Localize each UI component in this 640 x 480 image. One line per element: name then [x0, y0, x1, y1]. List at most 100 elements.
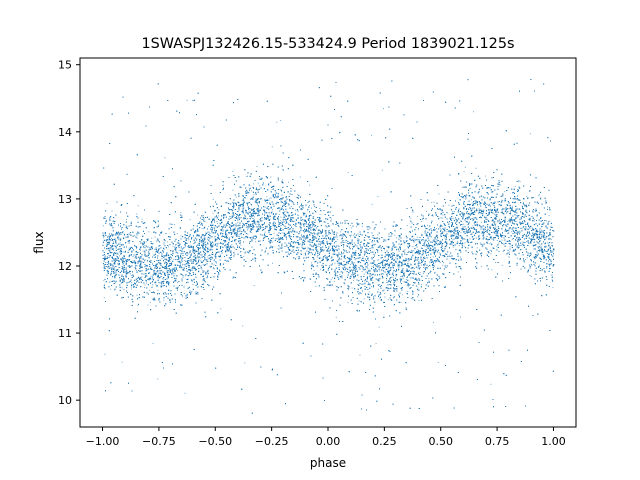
data-point	[289, 242, 291, 244]
data-point	[119, 247, 121, 249]
data-point	[449, 254, 451, 256]
data-point	[280, 119, 282, 121]
data-point	[106, 243, 108, 245]
data-point	[257, 182, 259, 184]
data-point	[540, 197, 542, 199]
data-point	[435, 213, 437, 215]
data-point	[382, 281, 384, 283]
data-point	[517, 236, 519, 238]
data-point	[420, 247, 422, 249]
data-point	[267, 206, 268, 208]
data-point	[398, 238, 399, 240]
data-point	[524, 259, 526, 260]
data-point	[121, 361, 123, 363]
data-point	[507, 232, 508, 234]
data-point	[144, 245, 146, 247]
data-point	[283, 217, 285, 219]
data-point	[406, 279, 407, 280]
data-point	[335, 316, 337, 318]
data-point	[139, 249, 140, 250]
data-point	[478, 208, 480, 210]
data-point	[344, 283, 346, 285]
data-point	[253, 285, 255, 286]
data-point	[253, 216, 255, 218]
data-point	[402, 270, 404, 272]
data-point	[481, 212, 483, 214]
data-point	[397, 269, 399, 271]
data-point	[395, 275, 397, 277]
data-point	[200, 260, 202, 262]
data-point	[154, 236, 156, 238]
data-point	[524, 245, 526, 247]
data-point	[216, 221, 218, 222]
data-point	[226, 201, 228, 203]
data-point	[180, 235, 182, 237]
data-point	[353, 247, 355, 249]
data-point	[318, 238, 320, 240]
data-point	[310, 266, 312, 268]
data-point	[315, 248, 317, 249]
data-point	[488, 212, 490, 214]
data-point	[144, 260, 145, 262]
data-point	[207, 238, 208, 240]
data-point	[505, 207, 507, 209]
data-point	[433, 247, 435, 249]
data-point	[414, 278, 415, 280]
data-point	[157, 378, 159, 380]
data-point	[360, 262, 361, 264]
data-point	[377, 196, 379, 197]
data-point	[402, 277, 404, 279]
data-point	[441, 231, 443, 233]
data-point	[184, 243, 186, 245]
data-point	[532, 244, 534, 246]
data-point	[225, 246, 227, 248]
data-point	[257, 203, 258, 205]
data-point	[534, 239, 536, 241]
data-point	[207, 261, 209, 262]
data-point	[245, 225, 247, 226]
data-point	[268, 200, 270, 201]
data-point	[189, 219, 191, 221]
data-point	[546, 267, 548, 269]
data-point	[330, 257, 332, 259]
data-point	[388, 281, 389, 283]
data-point	[511, 238, 513, 240]
data-point	[276, 121, 278, 123]
data-point	[331, 229, 333, 231]
data-point	[148, 231, 150, 233]
data-point	[300, 218, 302, 220]
data-point	[113, 253, 115, 254]
data-point	[464, 238, 466, 240]
data-point	[348, 289, 349, 291]
data-point	[320, 250, 322, 251]
data-point	[108, 240, 110, 242]
data-point	[191, 291, 193, 292]
data-point	[231, 235, 233, 237]
data-point	[134, 282, 136, 284]
data-point	[125, 251, 127, 253]
data-point	[463, 171, 465, 173]
data-point	[103, 297, 105, 299]
data-point	[497, 221, 499, 223]
data-point	[401, 255, 403, 257]
data-point	[114, 269, 116, 271]
data-point	[457, 241, 458, 243]
data-point	[549, 234, 551, 236]
data-point	[233, 211, 235, 213]
data-point	[304, 232, 305, 234]
data-point	[522, 215, 524, 217]
data-point	[425, 251, 427, 253]
data-point	[333, 281, 335, 282]
data-point	[494, 223, 496, 224]
data-point	[468, 214, 470, 215]
data-point	[376, 268, 377, 270]
data-point	[288, 224, 290, 226]
data-point	[537, 246, 538, 248]
data-point	[522, 227, 524, 229]
data-point	[468, 221, 470, 223]
data-point	[347, 222, 349, 224]
data-point	[401, 261, 403, 263]
data-point	[181, 261, 183, 262]
data-point	[119, 242, 121, 244]
